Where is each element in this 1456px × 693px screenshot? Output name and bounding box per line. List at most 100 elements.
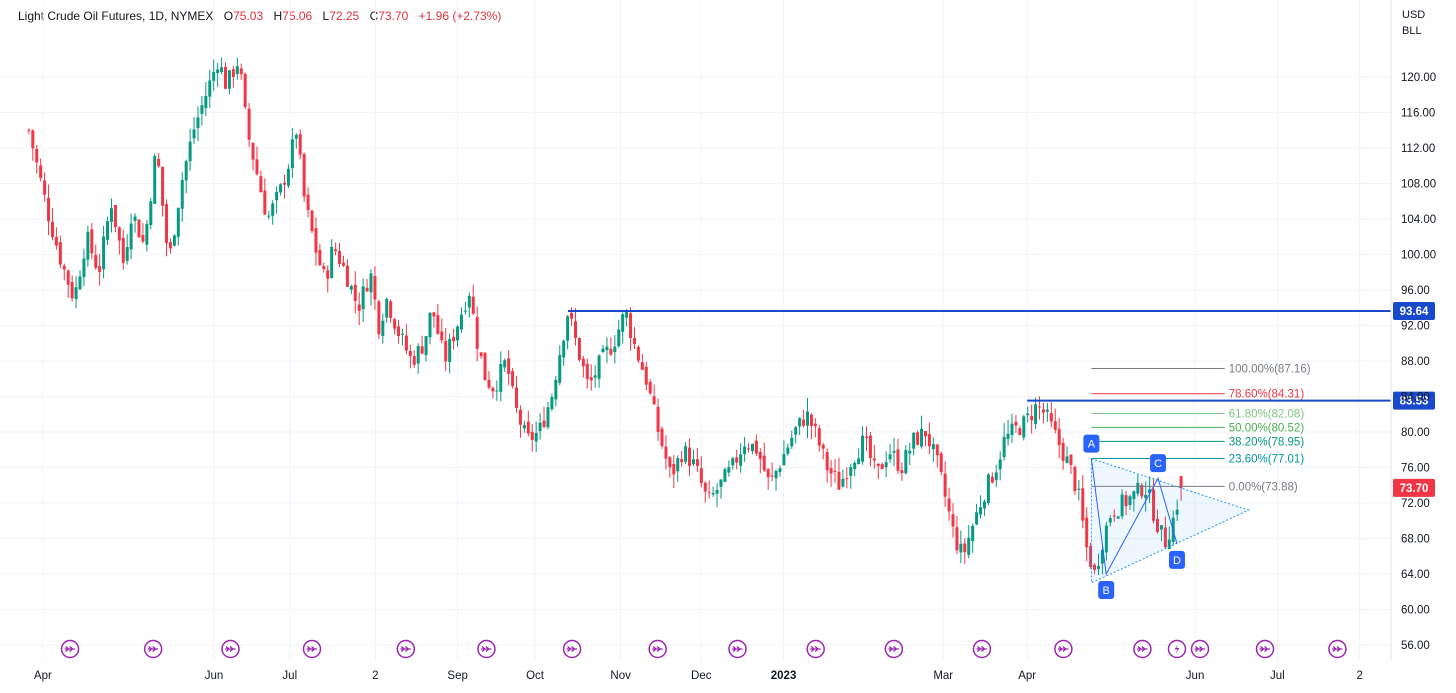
candle-body <box>798 417 802 427</box>
candle-body <box>487 379 491 388</box>
candle-body <box>393 319 397 329</box>
candle-body <box>82 258 86 278</box>
candle-body <box>35 148 39 163</box>
candle-body <box>562 340 566 358</box>
candle-body <box>762 455 766 471</box>
candle-body <box>739 454 743 466</box>
candle-body <box>62 265 66 270</box>
candle-body <box>813 423 817 427</box>
candle-body <box>353 284 357 301</box>
unit-label: BLL <box>1402 25 1422 37</box>
candle-body <box>923 431 927 437</box>
candle-body <box>593 375 597 378</box>
candle-body <box>452 336 456 342</box>
split-arrow-icon <box>1331 646 1343 652</box>
candle-body <box>1045 409 1049 412</box>
close-value: 73.70 <box>378 9 409 23</box>
candle-body <box>271 203 275 216</box>
split-arrow-icon <box>1259 646 1271 652</box>
candle-body <box>184 161 188 181</box>
candle-body <box>676 458 680 472</box>
candle-body <box>817 428 821 446</box>
candle-body <box>947 498 951 512</box>
candle-body <box>837 471 841 490</box>
candle-body <box>990 476 994 483</box>
candles <box>27 57 1183 576</box>
candle-body <box>125 246 129 261</box>
candle-body <box>86 231 90 260</box>
candle-body <box>78 276 82 290</box>
time-tick-label: Jul <box>1270 670 1285 682</box>
candle-body <box>951 514 955 527</box>
candle-body <box>825 452 829 471</box>
candle-body <box>259 176 263 193</box>
candle-body <box>880 464 884 470</box>
candle-body <box>1167 539 1171 550</box>
candle-body <box>731 458 735 466</box>
grid-lines <box>0 0 1391 660</box>
price-axis[interactable]: 56.00 60.00 64.00 68.00 72.00 76.00 80.00 84.00… <box>1401 72 1436 652</box>
candle-body <box>688 447 692 466</box>
candle-body <box>1175 509 1179 515</box>
change-value: +1.96 (+2.73%) <box>418 9 502 23</box>
candle-body <box>754 440 758 454</box>
candle-body <box>613 346 617 353</box>
time-tick-label: Jun <box>205 670 224 682</box>
candle-body <box>896 449 900 471</box>
candle-body <box>491 387 495 392</box>
candle-body <box>959 543 963 553</box>
candle-body <box>931 444 935 450</box>
time-axis[interactable]: Apr Jun Jul 2 Sep Oct Nov Dec 2023 Mar Apr Jun Jul 2 <box>34 670 1363 682</box>
candle-body <box>220 67 224 72</box>
candle-body <box>821 444 825 449</box>
candle-body <box>1022 416 1026 438</box>
candle-body <box>318 250 322 266</box>
candle-body <box>998 459 1002 470</box>
candle-body <box>227 70 231 89</box>
price-tick-label: 64.00 <box>1401 569 1430 581</box>
candle-body <box>397 326 401 337</box>
candle-body <box>1041 409 1045 413</box>
candle-body <box>121 237 125 263</box>
time-tick-label: Oct <box>526 670 545 682</box>
candle-body <box>408 350 412 357</box>
candle-body <box>1089 546 1093 568</box>
candle-body <box>377 301 381 335</box>
high-key: H <box>273 9 283 23</box>
candle-body <box>27 129 31 131</box>
candle-body <box>1163 527 1167 548</box>
candle-body <box>102 236 106 270</box>
candle-body <box>31 130 35 149</box>
candle-body <box>345 265 349 287</box>
candle-body <box>986 474 990 504</box>
candle-body <box>900 470 904 474</box>
candle-body <box>1120 494 1124 517</box>
candle-body <box>1097 565 1101 570</box>
candle-body <box>420 346 424 354</box>
candle-body <box>326 270 330 279</box>
candle-body <box>876 463 880 466</box>
time-tick-label: Jul <box>282 670 297 682</box>
candle-body <box>168 242 172 249</box>
price-tick-label: 56.00 <box>1401 640 1430 652</box>
candle-body <box>306 194 310 210</box>
currency-unit-label[interactable]: USD BLL <box>1402 7 1425 39</box>
candle-body <box>727 467 731 473</box>
time-tick-label: Nov <box>610 670 631 682</box>
candle-body <box>511 371 515 387</box>
split-arrow-icon <box>976 646 987 652</box>
pattern-point-badge <box>1083 434 1100 453</box>
candle-body <box>216 69 220 73</box>
split-arrow-icon <box>225 646 236 652</box>
currency-label: USD <box>1402 9 1426 21</box>
candle-body <box>412 356 416 365</box>
price-tick-label: 76.00 <box>1401 463 1430 475</box>
candle-body <box>605 346 609 351</box>
candle-body <box>1026 413 1030 416</box>
candle-body <box>577 338 581 360</box>
candle-body <box>70 281 74 299</box>
pattern-points: A B C D <box>1083 434 1185 599</box>
candle-body <box>1116 516 1120 519</box>
candle-body <box>1061 442 1065 461</box>
